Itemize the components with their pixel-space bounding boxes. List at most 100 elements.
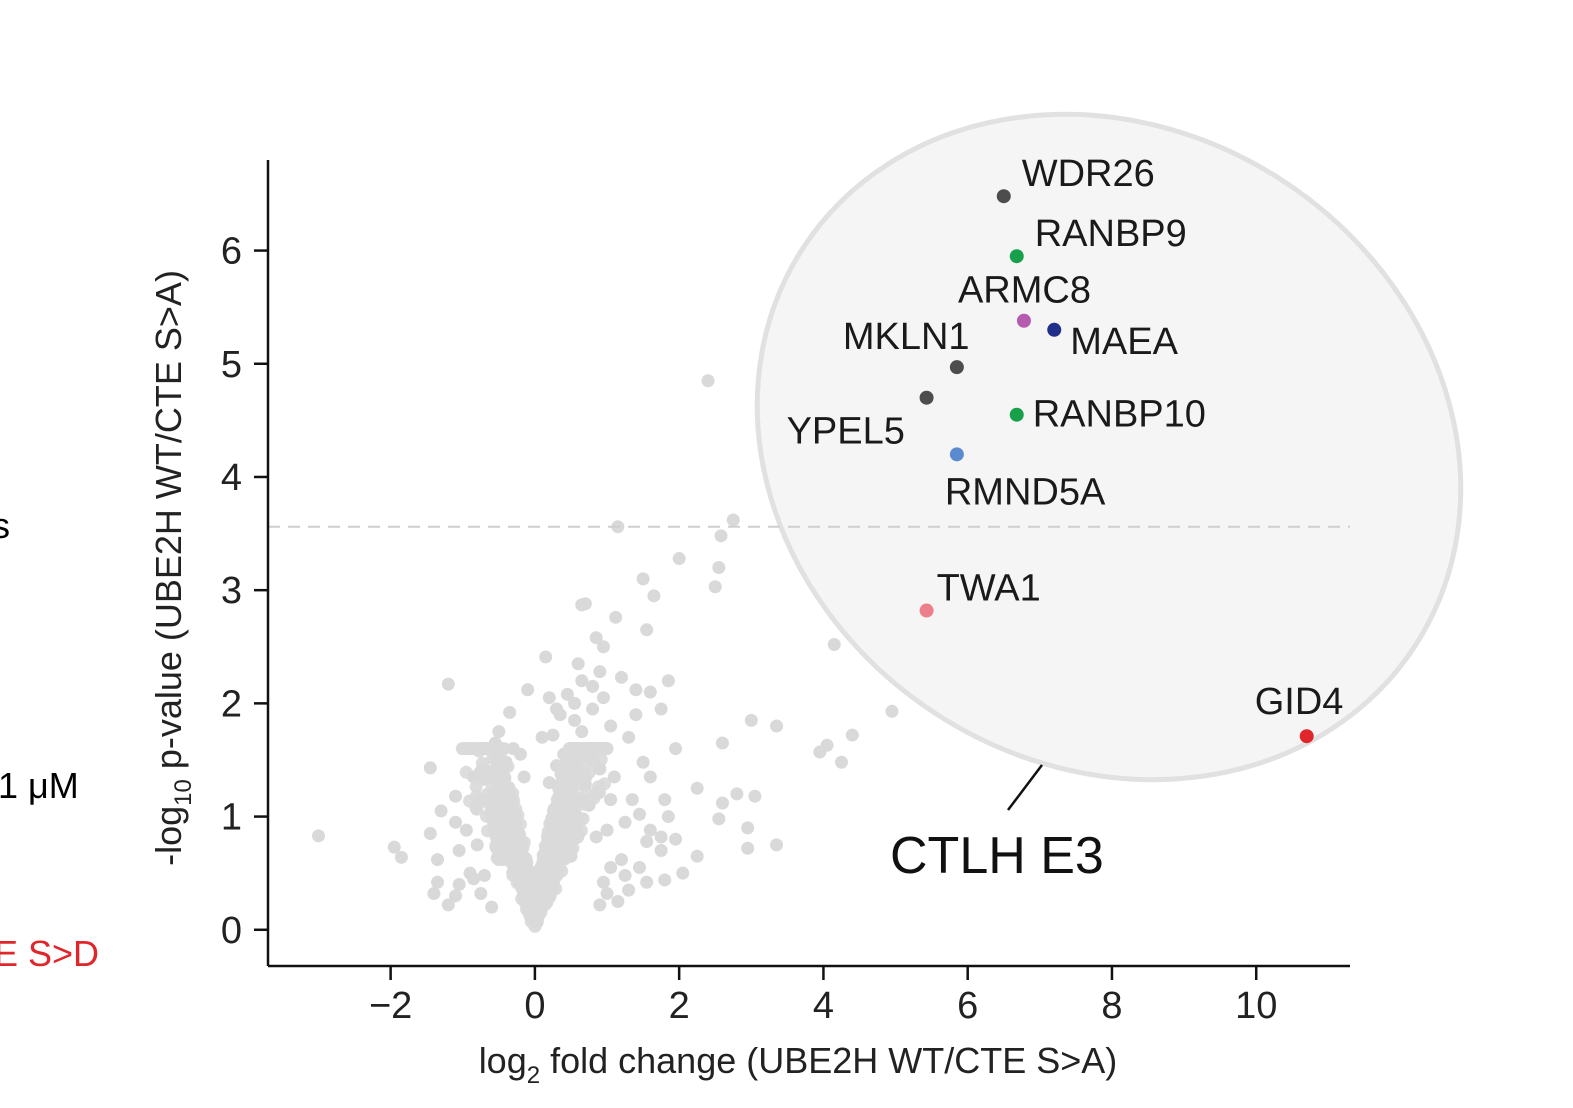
cluster-point [545, 812, 559, 826]
cluster-point [555, 803, 569, 817]
background-point-86 [640, 834, 654, 848]
background-points-layer [311, 374, 899, 933]
background-point-73 [632, 807, 646, 821]
background-point-34 [629, 708, 643, 722]
background-point-85 [589, 830, 603, 844]
background-point-109 [452, 877, 466, 891]
cluster-point [552, 781, 566, 795]
background-point-27 [629, 683, 643, 697]
background-point-110 [467, 872, 481, 886]
background-point-114 [427, 887, 441, 901]
background-point-100 [614, 853, 628, 867]
y-tick-label: 4 [221, 457, 242, 499]
background-point-36 [744, 713, 758, 727]
background-point-4 [672, 551, 686, 565]
x-axis-label: log2 fold change (UBE2H WT/CTE S>A) [479, 1040, 1118, 1089]
background-point-7 [708, 580, 722, 594]
background-point-18 [593, 665, 607, 679]
background-point-101 [690, 849, 704, 863]
background-point-29 [654, 702, 668, 716]
label-mkln1: MKLN1 [843, 316, 970, 358]
background-point-130 [568, 696, 582, 710]
background-point-8 [647, 589, 661, 603]
background-point-119 [441, 898, 455, 912]
background-point-67 [625, 793, 639, 807]
y-axis-label: -log10 p-value (UBE2H WT/CTE S>A) [148, 270, 197, 866]
background-point-30 [503, 705, 517, 719]
y-tick-label: 0 [221, 910, 242, 952]
background-point-116 [474, 887, 488, 901]
label-armc8: ARMC8 [958, 270, 1091, 312]
cluster-point [499, 834, 513, 848]
background-point-79 [712, 812, 726, 826]
background-point-93 [387, 840, 401, 854]
background-point-117 [600, 887, 614, 901]
background-point-125 [546, 728, 560, 742]
background-point-24 [521, 683, 535, 697]
cluster-point [567, 764, 581, 778]
background-point-1 [726, 513, 740, 527]
cluster-point [517, 888, 531, 902]
background-point-52 [423, 761, 437, 775]
background-point-25 [542, 691, 556, 705]
background-point-118 [622, 883, 636, 897]
background-point-46 [813, 745, 827, 759]
background-point-21 [614, 670, 628, 684]
background-point-14 [596, 640, 610, 654]
background-point-106 [618, 868, 632, 882]
y-tick-label: 5 [221, 344, 242, 386]
cluster-point [557, 827, 571, 841]
background-point-126 [517, 770, 531, 784]
background-point-6 [636, 572, 650, 586]
point-mkln1 [949, 360, 964, 375]
background-point-20 [586, 679, 600, 693]
label-maea: MAEA [1070, 321, 1178, 363]
cluster-point [501, 818, 515, 832]
background-point-5 [712, 561, 726, 575]
cluster-point [570, 827, 584, 841]
cluster-point [537, 853, 551, 867]
cluster-point [498, 787, 512, 801]
background-point-87 [470, 838, 484, 852]
label-gid4: GID4 [1255, 681, 1344, 723]
ctlh-group-region [754, 111, 1464, 783]
background-point-78 [618, 815, 632, 829]
cluster-point [459, 765, 473, 779]
label-ypel5: YPEL5 [787, 411, 905, 453]
point-wdr26 [996, 189, 1011, 204]
axes: −2 0 2 4 6 8 10 0 1 2 3 4 5 6 log2 fold change (UBE2H … [148, 160, 1350, 1089]
background-point-129 [586, 702, 600, 716]
background-point-92 [311, 829, 325, 843]
background-point-15 [827, 638, 841, 652]
cluster-point [490, 827, 504, 841]
background-point-64 [748, 789, 762, 803]
background-point-49 [636, 755, 650, 769]
x-tick-label: 2 [669, 985, 690, 1027]
cluster-point [575, 793, 589, 807]
background-point-121 [593, 898, 607, 912]
cluster-point [531, 910, 545, 924]
background-point-111 [596, 875, 610, 889]
point-rmnd5a [949, 447, 964, 462]
cluster-point [481, 742, 495, 756]
background-point-91 [654, 844, 668, 858]
y-tick-label: 1 [221, 797, 242, 839]
background-point-89 [770, 838, 784, 852]
cluster-point [490, 757, 504, 771]
cluster-point [470, 789, 484, 803]
background-point-43 [715, 736, 729, 750]
group-label: CTLH E3 [890, 827, 1104, 885]
background-point-0 [701, 374, 715, 388]
background-point-80 [643, 823, 657, 837]
background-point-105 [477, 868, 491, 882]
background-point-57 [607, 770, 621, 784]
background-point-131 [550, 702, 564, 716]
background-point-108 [431, 875, 445, 889]
background-point-70 [434, 804, 448, 818]
point-twa1 [919, 603, 934, 618]
cluster-point [507, 852, 521, 866]
cluster-point [491, 849, 505, 863]
background-point-122 [611, 894, 625, 908]
label-wdr26: WDR26 [1022, 153, 1155, 195]
background-point-115 [449, 889, 463, 903]
